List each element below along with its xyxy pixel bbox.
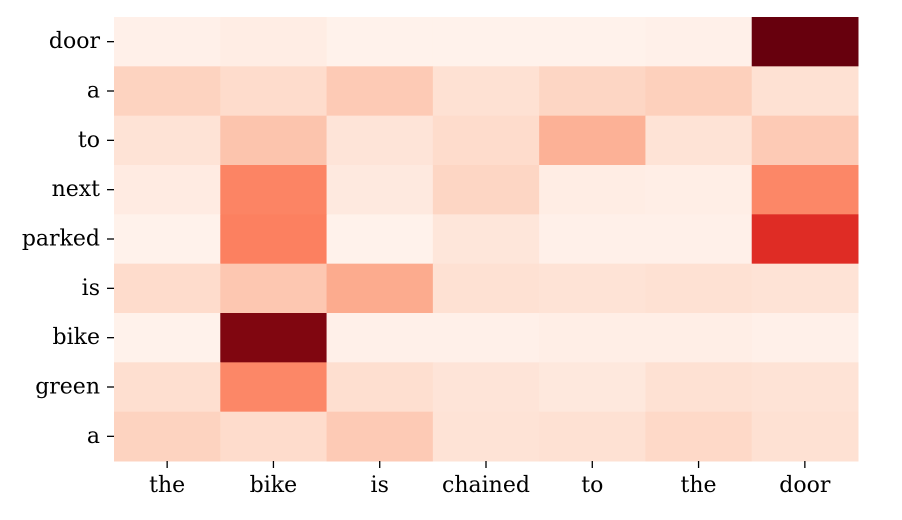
heatmap-cell-r0-c3 xyxy=(432,17,540,67)
heatmap-cell-r3-c2 xyxy=(326,165,434,215)
y-tick-label: is xyxy=(82,276,100,301)
heatmap-cell-r5-c1 xyxy=(220,263,328,314)
heatmap-cell-r2-c6 xyxy=(751,115,859,166)
heatmap-cell-r2-c4 xyxy=(539,115,646,166)
heatmap-cell-r7-c0 xyxy=(114,362,221,413)
heatmap-cell-r1-c3 xyxy=(432,66,540,117)
heatmap-cell-r1-c0 xyxy=(114,66,221,117)
heatmap-cell-r4-c6 xyxy=(751,214,859,265)
heatmap-cell-r1-c6 xyxy=(751,66,859,117)
heatmap-cell-r8-c4 xyxy=(539,411,646,462)
heatmap-cell-r4-c4 xyxy=(539,214,646,265)
heatmap-cell-r1-c2 xyxy=(326,66,434,117)
heatmap-cell-r6-c6 xyxy=(751,313,859,363)
heatmap-cell-r8-c5 xyxy=(645,411,753,462)
heatmap-cell-r1-c1 xyxy=(220,66,328,117)
y-tick-label: green xyxy=(35,375,100,400)
heatmap-cell-r0-c1 xyxy=(220,17,328,67)
heatmap-cell-r8-c1 xyxy=(220,411,328,462)
heatmap-cell-r6-c3 xyxy=(432,313,540,363)
heatmap-cell-r0-c6 xyxy=(751,17,859,67)
x-tick-label: the xyxy=(149,473,185,498)
heatmap-cell-r4-c3 xyxy=(432,214,540,265)
heatmap-cell-r4-c2 xyxy=(326,214,434,265)
x-axis: the bike is chained to the door xyxy=(149,461,831,498)
heatmap-cell-r8-c3 xyxy=(432,411,540,462)
heatmap-cell-r2-c1 xyxy=(220,115,328,166)
heatmap-cell-r5-c6 xyxy=(751,263,859,314)
y-tick-label: parked xyxy=(22,227,100,252)
heatmap-cell-r3-c6 xyxy=(751,165,859,215)
heatmap-cell-r0-c5 xyxy=(645,17,753,67)
heatmap-cell-r7-c1 xyxy=(220,362,328,413)
x-tick-label: chained xyxy=(442,473,530,498)
heatmap-cell-r0-c0 xyxy=(114,17,221,67)
heatmap-cell-r7-c5 xyxy=(645,362,753,413)
heatmap-cell-r5-c2 xyxy=(326,263,434,314)
heatmap-cell-r5-c5 xyxy=(645,263,753,314)
heatmap-cell-r8-c6 xyxy=(751,411,859,462)
y-tick-label: next xyxy=(52,177,101,202)
x-tick-label: to xyxy=(581,473,603,498)
heatmap-cell-r7-c2 xyxy=(326,362,434,413)
heatmap-cell-r2-c5 xyxy=(645,115,753,166)
heatmap-cell-r6-c5 xyxy=(645,313,753,363)
heatmap-cell-r5-c3 xyxy=(432,263,540,314)
heatmap-cell-r7-c4 xyxy=(539,362,646,413)
heatmap-cell-r6-c4 xyxy=(539,313,646,363)
heatmap-cell-r1-c4 xyxy=(539,66,646,117)
heatmap-cell-r3-c4 xyxy=(539,165,646,215)
heatmap-cell-r7-c3 xyxy=(432,362,540,413)
heatmap-cell-r4-c0 xyxy=(114,214,221,265)
heatmap-cell-r3-c3 xyxy=(432,165,540,215)
heatmap-cell-r5-c0 xyxy=(114,263,221,314)
y-tick-label: a xyxy=(87,79,100,104)
heatmap-cell-r3-c0 xyxy=(114,165,221,215)
heatmap-cell-r6-c0 xyxy=(114,313,221,363)
x-tick-label: the xyxy=(681,473,717,498)
heatmap-cell-r4-c5 xyxy=(645,214,753,265)
heatmap-cell-r8-c0 xyxy=(114,411,221,462)
y-axis: door a to next parked is bike green a xyxy=(22,29,114,449)
heatmap-cell-r8-c2 xyxy=(326,411,434,462)
heatmap-cells xyxy=(114,17,859,462)
y-tick-label: to xyxy=(78,128,100,153)
heatmap-cell-r5-c4 xyxy=(539,263,646,314)
y-tick-label: a xyxy=(87,424,100,449)
heatmap-cell-r0-c4 xyxy=(539,17,646,67)
x-tick-label: bike xyxy=(250,473,297,498)
heatmap-cell-r1-c5 xyxy=(645,66,753,117)
heatmap-cell-r2-c2 xyxy=(326,115,434,166)
heatmap-cell-r2-c3 xyxy=(432,115,540,166)
y-tick-label: door xyxy=(49,29,101,54)
heatmap-cell-r2-c0 xyxy=(114,115,221,166)
heatmap-cell-r6-c2 xyxy=(326,313,434,363)
heatmap-cell-r7-c6 xyxy=(751,362,859,413)
heatmap-cell-r3-c1 xyxy=(220,165,328,215)
x-tick-label: is xyxy=(371,473,389,498)
heatmap-cell-r6-c1 xyxy=(220,313,328,363)
heatmap-cell-r4-c1 xyxy=(220,214,328,265)
heatmap-cell-r0-c2 xyxy=(326,17,434,67)
x-tick-label: door xyxy=(779,473,831,498)
y-tick-label: bike xyxy=(53,325,100,350)
heatmap-cell-r3-c5 xyxy=(645,165,753,215)
